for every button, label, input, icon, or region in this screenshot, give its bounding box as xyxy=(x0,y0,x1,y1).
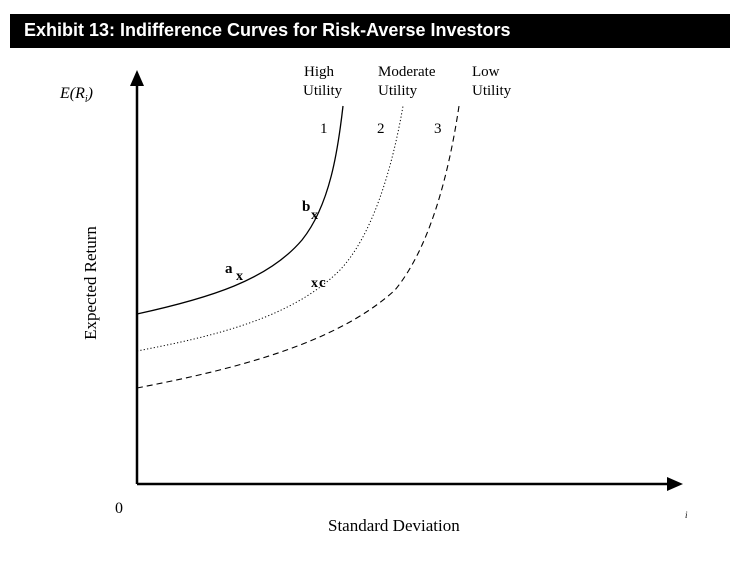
low-utility-line2: Utility xyxy=(472,83,512,99)
curve-high-utility xyxy=(136,105,344,315)
curve-number-3: 3 xyxy=(434,121,442,137)
curve-number-2: 2 xyxy=(377,121,385,137)
y-axis-symbol-close: ) xyxy=(87,85,93,102)
point-c-letter: c xyxy=(319,275,326,291)
exhibit-title: Exhibit 13: Indifference Curves for Risk… xyxy=(24,20,511,40)
moderate-utility-line2: Utility xyxy=(378,83,418,99)
high-utility-line2: Utility xyxy=(303,83,343,99)
y-axis-label: Expected Return xyxy=(81,226,100,340)
y-axis-symbol-subscript: i xyxy=(85,94,88,105)
curve-moderate-utility xyxy=(136,105,404,352)
curve-low-utility xyxy=(136,105,460,389)
moderate-utility-line1: Moderate xyxy=(378,64,436,80)
exhibit-banner: Exhibit 13: Indifference Curves for Risk… xyxy=(10,14,730,48)
point-a-letter: a xyxy=(225,261,233,277)
y-axis-symbol-main: E(R xyxy=(59,85,85,102)
high-utility-line1: High xyxy=(304,64,335,80)
low-utility-line1: Low xyxy=(472,64,500,80)
point-b-marker: x xyxy=(311,208,318,223)
point-a-marker: x xyxy=(236,269,243,284)
curve-number-1: 1 xyxy=(320,121,328,137)
point-c-marker: x xyxy=(311,276,318,291)
y-axis-symbol: E(Ri) xyxy=(59,85,93,105)
x-axis-arrowhead xyxy=(667,477,683,491)
y-axis-arrowhead xyxy=(130,70,144,86)
x-axis-label: Standard Deviation xyxy=(328,516,460,535)
x-axis-stray-subscript: i xyxy=(685,510,688,520)
origin-label: 0 xyxy=(115,500,123,517)
point-b-letter: b xyxy=(302,199,310,215)
